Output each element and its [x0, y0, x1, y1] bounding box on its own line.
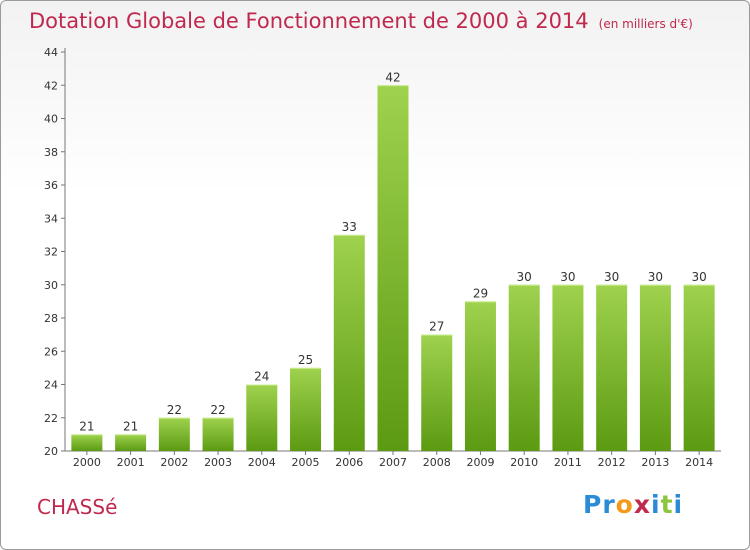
x-tick-label: 2011: [554, 456, 582, 469]
bar: [683, 284, 715, 451]
y-tick-label: 44: [44, 46, 58, 59]
data-label: 30: [517, 270, 532, 284]
bar: [508, 284, 540, 451]
data-label: 25: [298, 353, 313, 367]
x-tick-label: 2010: [510, 456, 538, 469]
bar: [552, 284, 584, 451]
x-tick-label: 2012: [598, 456, 626, 469]
bar: [421, 334, 453, 451]
data-label: 27: [429, 320, 444, 334]
logo-letter: x: [633, 490, 651, 519]
data-label: 30: [648, 270, 663, 284]
bar: [377, 85, 409, 451]
data-label: 42: [385, 70, 400, 84]
y-tick-label: 22: [44, 412, 58, 425]
data-label: 30: [604, 270, 619, 284]
data-label: 21: [123, 419, 138, 433]
y-tick-label: 20: [44, 445, 58, 458]
y-tick-label: 30: [44, 279, 58, 292]
data-label: 24: [254, 370, 269, 384]
data-label: 29: [473, 286, 488, 300]
x-tick-label: 2013: [641, 456, 669, 469]
bar: [246, 384, 278, 451]
proxiti-logo: Proxiti: [583, 490, 683, 519]
chart-subtitle: (en milliers d'€): [598, 17, 693, 31]
data-label: 30: [691, 270, 706, 284]
x-tick-label: 2002: [160, 456, 188, 469]
logo-letter: i: [651, 490, 661, 519]
x-tick-label: 2009: [466, 456, 494, 469]
axes: 20 22 24 26 28 30 32 34 36 38 40 42 44 2000 2001 2002 20…: [44, 46, 721, 469]
x-tick-label: 2005: [292, 456, 320, 469]
data-label: 33: [342, 220, 357, 234]
title-text: Dotation Globale de Fonctionnement de 20…: [29, 9, 589, 33]
x-tick-label: 2004: [248, 456, 276, 469]
y-tick-label: 24: [44, 379, 58, 392]
y-tick-label: 28: [44, 312, 58, 325]
logo-letter: P: [583, 490, 603, 519]
bar: [290, 367, 322, 451]
bar: [464, 301, 496, 451]
x-tick-label: 2008: [423, 456, 451, 469]
y-tick-label: 38: [44, 146, 58, 159]
bars: 21 21 22 22 24 25 33 42 27 29 30 30 30 30 30: [71, 70, 715, 451]
bar: [71, 434, 103, 451]
y-tick-label: 42: [44, 79, 58, 92]
logo-letter: r: [602, 490, 616, 519]
bar: [333, 234, 365, 451]
data-label: 21: [79, 419, 94, 433]
x-tick-label: 2006: [335, 456, 363, 469]
bar: [596, 284, 628, 451]
bar: [202, 417, 234, 451]
data-label: 22: [167, 403, 182, 417]
logo-letter: o: [615, 490, 634, 519]
y-tick-label: 36: [44, 179, 58, 192]
bar: [158, 417, 190, 451]
x-tick-label: 2014: [685, 456, 713, 469]
y-tick-label: 34: [44, 212, 58, 225]
data-label: 30: [560, 270, 575, 284]
y-tick-label: 40: [44, 113, 58, 126]
x-tick-label: 2003: [204, 456, 232, 469]
chart-title: Dotation Globale de Fonctionnement de 20…: [29, 9, 693, 33]
logo-letter: t: [660, 490, 674, 519]
logo-letter: i: [673, 490, 684, 519]
bar: [639, 284, 671, 451]
data-label: 22: [210, 403, 225, 417]
x-tick-label: 2000: [73, 456, 101, 469]
commune-name: CHASSé: [37, 495, 118, 519]
y-tick-label: 26: [44, 345, 58, 358]
x-tick-label: 2001: [117, 456, 145, 469]
x-tick-label: 2007: [379, 456, 407, 469]
y-tick-label: 32: [44, 246, 58, 259]
bar: [115, 434, 147, 451]
